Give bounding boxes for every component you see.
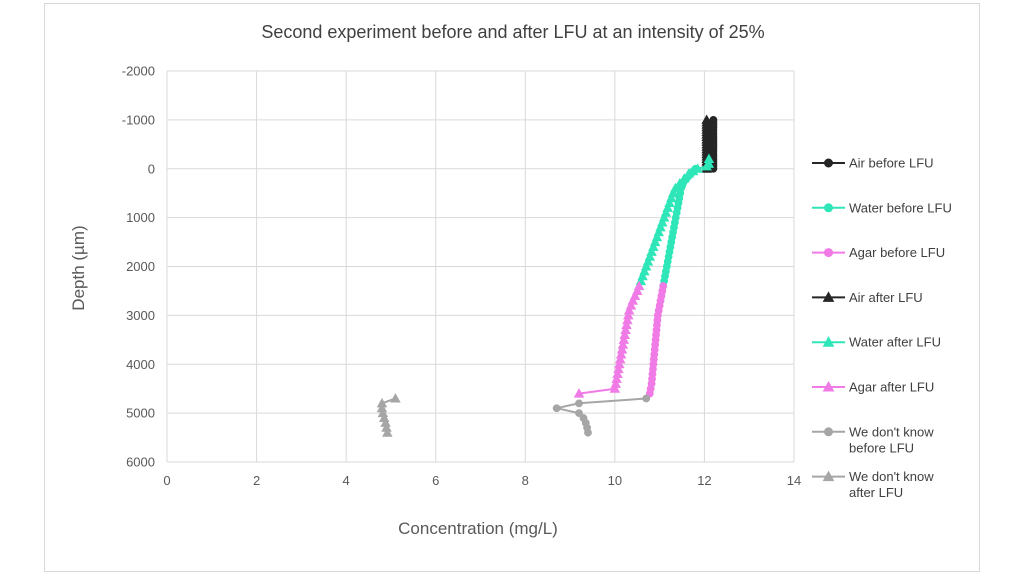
y-tick-label: 3000: [126, 308, 155, 323]
legend-item: Agar after LFU: [812, 380, 934, 395]
x-tick-label: 8: [522, 473, 529, 488]
legend-label: We don't know: [849, 424, 934, 439]
series-line: [556, 397, 647, 433]
series: [376, 114, 718, 437]
y-tick-label: 1000: [126, 210, 155, 225]
legend-label: Air after LFU: [849, 290, 923, 305]
chart-title: Second experiment before and after LFU a…: [261, 22, 764, 42]
data-point: [674, 177, 686, 188]
legend: Air before LFU Water before LFU Agar befor…: [812, 156, 952, 500]
legend-swatch-marker: [824, 203, 833, 213]
legend-swatch-marker: [822, 380, 835, 392]
legend-swatch-marker: [824, 427, 833, 437]
legend-swatch-marker: [824, 248, 833, 258]
data-point: [575, 409, 583, 418]
y-tick-label: 2000: [126, 259, 155, 274]
y-tick-label: 5000: [126, 406, 155, 421]
legend-label: We don't know: [849, 469, 934, 484]
x-tick-label: 0: [163, 473, 170, 488]
data-point: [552, 404, 561, 413]
y-tick-label: -2000: [122, 64, 155, 79]
x-tick-label: 14: [787, 473, 801, 488]
legend-swatch-marker: [822, 291, 835, 302]
data-point: [679, 173, 690, 183]
data-point: [642, 394, 651, 403]
chart-frame: Second experiment before and after LFU a…: [44, 3, 980, 572]
x-axis-title: Concentration (mg/L): [398, 519, 558, 538]
series-6: [573, 280, 645, 398]
x-tick-label: 12: [697, 473, 711, 488]
y-tick-label: 6000: [126, 455, 155, 470]
y-tick-label: 0: [148, 161, 155, 176]
data-point: [609, 383, 621, 393]
data-point: [575, 399, 583, 408]
y-axis-title: Depth (µm): [69, 225, 88, 310]
x-tick-label: 10: [608, 473, 622, 488]
legend-item: Water before LFU: [812, 200, 952, 215]
legend-label: Water after LFU: [849, 335, 941, 350]
legend-swatch-marker: [824, 158, 833, 168]
legend-swatch-marker: [822, 336, 835, 347]
legend-swatch-marker: [822, 470, 835, 482]
x-tick-label: 4: [343, 473, 350, 488]
data-point: [584, 428, 592, 437]
legend-label: Agar after LFU: [849, 380, 934, 395]
data-point: [701, 160, 712, 171]
x-tick-label: 6: [432, 473, 439, 488]
legend-item: Agar before LFU: [812, 245, 945, 260]
legend-item: Air before LFU: [812, 156, 934, 171]
legend-label: Water before LFU: [849, 200, 952, 215]
legend-label: Agar before LFU: [849, 245, 945, 260]
legend-item: Water after LFU: [812, 335, 941, 350]
series-3: [645, 282, 668, 398]
legend-label: Air before LFU: [849, 156, 934, 171]
data-point: [382, 427, 393, 437]
x-tick-label: 2: [253, 473, 260, 488]
data-point: [390, 393, 401, 403]
legend-label: before LFU: [849, 440, 914, 455]
series-7: [552, 394, 651, 437]
data-point: [683, 168, 695, 178]
y-tick-label: -1000: [122, 112, 155, 127]
y-tick-label: 4000: [126, 357, 155, 372]
series-8: [376, 393, 401, 437]
data-point: [573, 388, 585, 398]
legend-item: Air after LFU: [812, 290, 923, 305]
grid: [166, 70, 795, 463]
legend-label: after LFU: [849, 485, 903, 500]
tick-labels: 0 2 4 6 8 10 12 14 -2000 -1000 0 1000 2000 3000 4000 50…: [122, 64, 801, 489]
chart-svg: Second experiment before and after LFU a…: [69, 22, 952, 538]
